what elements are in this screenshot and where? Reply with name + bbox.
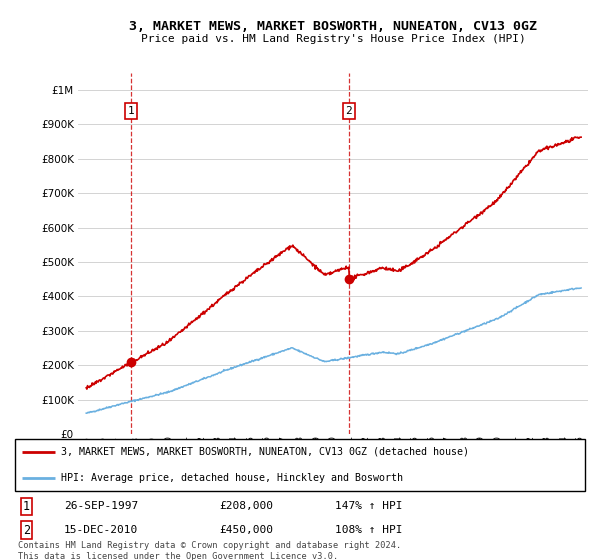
Text: £450,000: £450,000 [220, 525, 274, 535]
Text: Contains HM Land Registry data © Crown copyright and database right 2024.
This d: Contains HM Land Registry data © Crown c… [18, 542, 401, 560]
FancyBboxPatch shape [15, 439, 585, 491]
Text: 1: 1 [128, 106, 134, 116]
Text: HPI: Average price, detached house, Hinckley and Bosworth: HPI: Average price, detached house, Hinc… [61, 473, 403, 483]
Text: 2: 2 [23, 524, 30, 536]
Text: 108% ↑ HPI: 108% ↑ HPI [335, 525, 402, 535]
Text: £208,000: £208,000 [220, 501, 274, 511]
Text: 147% ↑ HPI: 147% ↑ HPI [335, 501, 402, 511]
Text: 3, MARKET MEWS, MARKET BOSWORTH, NUNEATON, CV13 0GZ (detached house): 3, MARKET MEWS, MARKET BOSWORTH, NUNEATO… [61, 447, 469, 457]
Text: 26-SEP-1997: 26-SEP-1997 [64, 501, 138, 511]
Text: 1: 1 [23, 500, 30, 513]
Text: 3, MARKET MEWS, MARKET BOSWORTH, NUNEATON, CV13 0GZ: 3, MARKET MEWS, MARKET BOSWORTH, NUNEATO… [129, 20, 537, 32]
Text: Price paid vs. HM Land Registry's House Price Index (HPI): Price paid vs. HM Land Registry's House … [140, 34, 526, 44]
Text: 2: 2 [346, 106, 352, 116]
Text: 15-DEC-2010: 15-DEC-2010 [64, 525, 138, 535]
